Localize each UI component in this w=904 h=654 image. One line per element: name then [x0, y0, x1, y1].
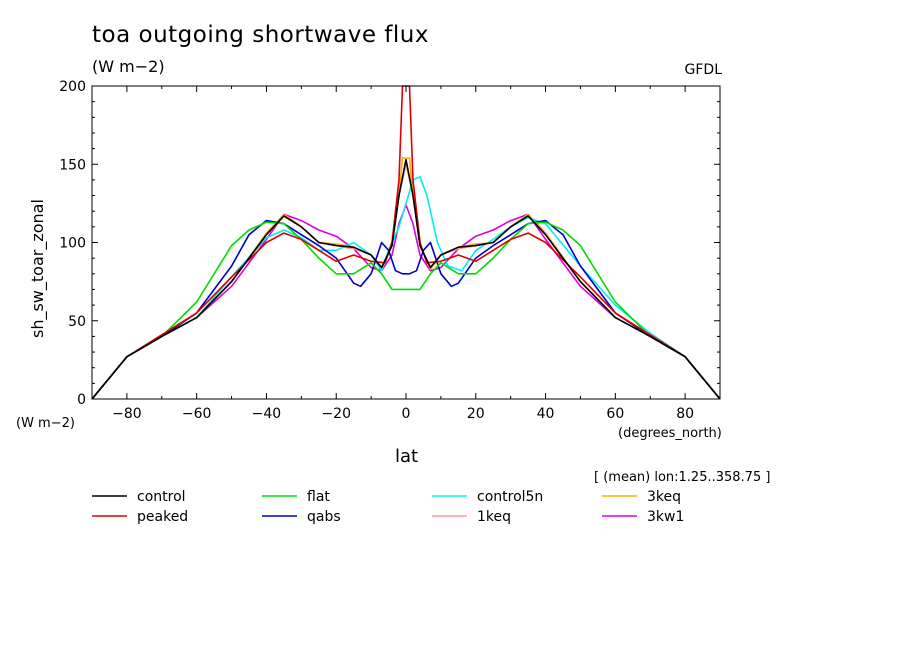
legend-label-control: control	[137, 489, 186, 505]
series-line-qabs	[91, 219, 721, 400]
legend: control peaked flat qabs control5n 1keq 3keq 3k…	[92, 489, 684, 525]
series-line-control	[91, 158, 721, 400]
y-tick-label: 0	[77, 392, 86, 408]
x-tick-label: 0	[402, 406, 411, 422]
legend-label-3keq: 3keq	[647, 489, 681, 505]
plot-frame	[91, 85, 721, 400]
legend-label-flat: flat	[307, 489, 330, 505]
x-tick-label: 20	[467, 406, 485, 422]
series-line-3keq	[91, 157, 721, 400]
legend-label-3kw1: 3kw1	[647, 509, 684, 525]
legend-label-qabs: qabs	[307, 509, 341, 525]
x-axis-units: (degrees_north)	[618, 426, 722, 441]
y-tick-label: 150	[59, 157, 86, 173]
series-line-1keq	[91, 163, 721, 400]
x-tick-label: −80	[112, 406, 142, 422]
series-line-control5n	[91, 176, 721, 400]
subset-note: [ (mean) lon:1.25..358.75 ]	[594, 470, 771, 485]
series-line-peaked	[91, 85, 721, 400]
chart-title: toa outgoing shortwave flux	[92, 22, 429, 48]
tick-layer: −80 −60 −40 −20 0 20 40 60 80 0 50 100 150 200	[59, 79, 721, 422]
x-tick-label: −20	[321, 406, 351, 422]
x-tick-label: 80	[676, 406, 694, 422]
x-axis-label: lat	[395, 446, 419, 467]
y-axis-units: (W m−2)	[16, 416, 75, 431]
chart-units: (W m−2)	[92, 57, 165, 76]
y-tick-label: 100	[59, 236, 86, 252]
legend-label-control5n: control5n	[477, 489, 543, 505]
legend-label-1keq: 1keq	[477, 509, 511, 525]
series-line-flat	[91, 221, 721, 400]
x-tick-label: −40	[252, 406, 282, 422]
x-tick-label: 40	[537, 406, 555, 422]
x-tick-label: −60	[182, 406, 212, 422]
x-tick-label: 60	[606, 406, 624, 422]
y-tick-label: 200	[59, 79, 86, 95]
legend-label-peaked: peaked	[137, 509, 188, 525]
series-line-3kw1	[91, 204, 721, 400]
credit-label: GFDL	[684, 62, 722, 78]
y-tick-label: 50	[68, 314, 86, 330]
series-layer	[91, 85, 721, 400]
